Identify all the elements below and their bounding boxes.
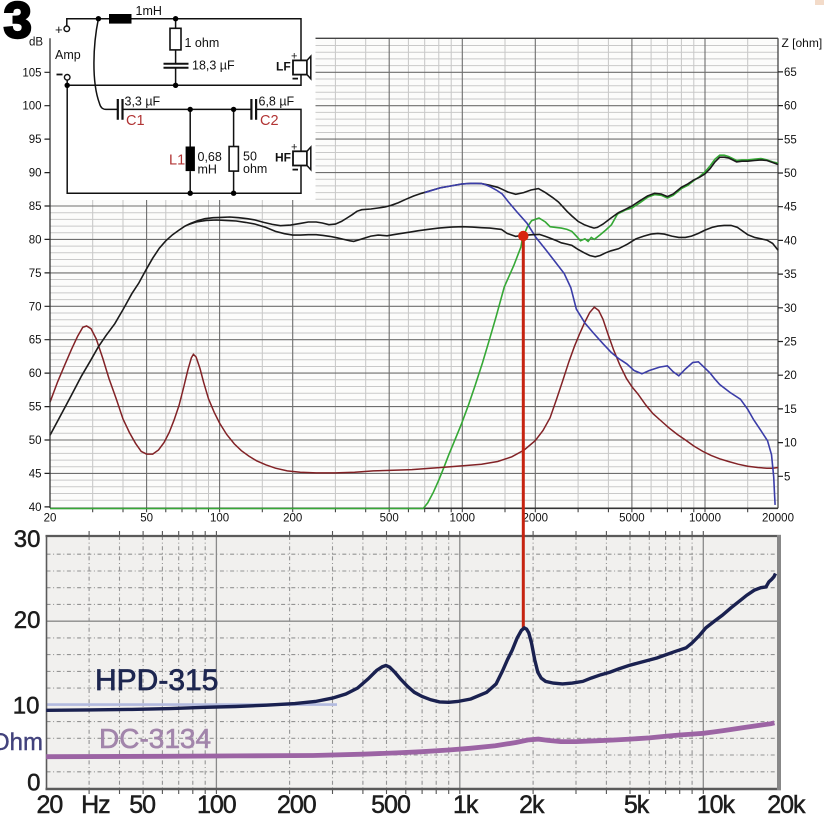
svg-text:L1: L1 <box>169 153 185 169</box>
svg-text:1000: 1000 <box>450 513 476 525</box>
svg-text:dB: dB <box>29 37 43 49</box>
svg-text:C2: C2 <box>260 113 279 129</box>
svg-text:20: 20 <box>14 607 41 634</box>
svg-text:mH: mH <box>198 163 217 177</box>
svg-text:20k: 20k <box>767 791 806 819</box>
svg-text:20: 20 <box>36 791 62 819</box>
svg-text:65: 65 <box>784 67 797 79</box>
svg-text:+: + <box>291 51 297 63</box>
svg-text:5k: 5k <box>624 791 650 819</box>
svg-text:50: 50 <box>129 791 155 819</box>
svg-text:10: 10 <box>13 693 40 720</box>
svg-text:45: 45 <box>29 468 42 480</box>
svg-text:105: 105 <box>22 67 41 79</box>
svg-text:30: 30 <box>784 303 797 315</box>
svg-text:10: 10 <box>784 438 797 450</box>
svg-text:10000: 10000 <box>689 513 721 525</box>
svg-text:C1: C1 <box>126 113 145 129</box>
svg-text:55: 55 <box>784 134 797 146</box>
svg-text:60: 60 <box>29 368 42 380</box>
svg-text:3,3 µF: 3,3 µF <box>125 95 161 109</box>
svg-text:+: + <box>291 141 297 153</box>
svg-text:85: 85 <box>29 201 42 213</box>
svg-text:20: 20 <box>784 370 797 382</box>
svg-text:25: 25 <box>784 337 797 349</box>
svg-text:60: 60 <box>784 101 797 113</box>
svg-text:Amp: Amp <box>55 48 81 62</box>
svg-text:70: 70 <box>29 301 42 313</box>
svg-text:1mH: 1mH <box>136 4 162 18</box>
svg-text:Ohm: Ohm <box>0 729 43 756</box>
svg-text:1 ohm: 1 ohm <box>185 36 220 50</box>
svg-text:Hz: Hz <box>81 791 110 819</box>
svg-text:0,68: 0,68 <box>198 150 222 164</box>
svg-text:40: 40 <box>29 502 42 514</box>
svg-text:500: 500 <box>371 791 410 819</box>
svg-text:DC-3134: DC-3134 <box>99 723 211 754</box>
svg-text:1k: 1k <box>453 791 479 819</box>
svg-text:5: 5 <box>784 471 790 483</box>
svg-text:30: 30 <box>14 526 41 553</box>
svg-text:50: 50 <box>784 168 797 180</box>
svg-text:65: 65 <box>29 335 42 347</box>
svg-text:100: 100 <box>22 101 41 113</box>
svg-text:6,8 µF: 6,8 µF <box>259 95 295 109</box>
svg-text:200: 200 <box>277 791 316 819</box>
svg-text:50: 50 <box>29 435 42 447</box>
svg-text:10k: 10k <box>697 791 736 819</box>
svg-text:LF: LF <box>276 60 291 74</box>
svg-text:HPD-315: HPD-315 <box>95 664 218 697</box>
svg-text:2000: 2000 <box>523 513 549 525</box>
svg-text:18,3 µF: 18,3 µF <box>192 59 235 73</box>
svg-text:ohm: ohm <box>243 162 267 176</box>
svg-text:50: 50 <box>243 150 257 164</box>
svg-text:20000: 20000 <box>762 513 794 525</box>
svg-text:95: 95 <box>29 134 42 146</box>
svg-text:3: 3 <box>4 0 32 49</box>
svg-text:35: 35 <box>784 269 797 281</box>
svg-text:200: 200 <box>283 513 302 525</box>
svg-text:5000: 5000 <box>619 513 645 525</box>
svg-text:Z [ohm]: Z [ohm] <box>782 36 823 50</box>
svg-text:90: 90 <box>29 168 42 180</box>
svg-text:+: + <box>55 22 63 37</box>
svg-text:100: 100 <box>197 791 236 819</box>
svg-text:20: 20 <box>44 513 57 525</box>
svg-text:2k: 2k <box>519 791 545 819</box>
svg-text:75: 75 <box>29 268 42 280</box>
svg-text:40: 40 <box>784 235 797 247</box>
svg-text:15: 15 <box>784 404 797 416</box>
svg-text:100: 100 <box>210 513 229 525</box>
svg-text:HF: HF <box>275 151 291 165</box>
svg-text:45: 45 <box>784 202 797 214</box>
svg-text:50: 50 <box>140 513 153 525</box>
svg-text:0: 0 <box>27 770 40 797</box>
svg-text:500: 500 <box>380 513 399 525</box>
svg-text:55: 55 <box>29 402 42 414</box>
svg-text:80: 80 <box>29 234 42 246</box>
